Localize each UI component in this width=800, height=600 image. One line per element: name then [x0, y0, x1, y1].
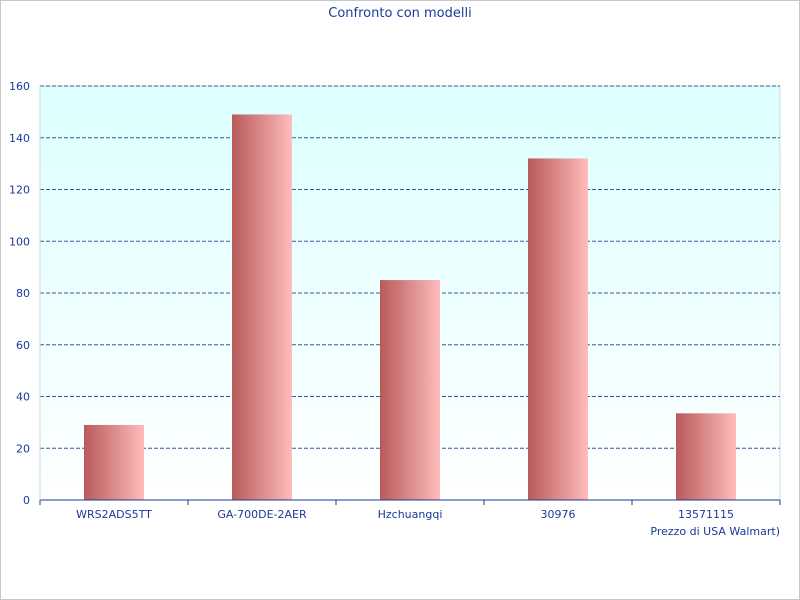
y-tick-label: 120: [9, 184, 30, 197]
y-tick-label: 160: [9, 80, 30, 93]
y-tick-label: 80: [16, 287, 30, 300]
y-tick-label: 140: [9, 132, 30, 145]
bar-ga-700de-2aer: [232, 114, 292, 501]
bar-13571115: [676, 413, 736, 500]
bar-30976: [528, 158, 588, 500]
bar-wrs2ads5tt: [84, 424, 144, 500]
x-axis-ticks: WRS2ADS5TT GA-700DE-2AER Hzchuangqi 30976 13…: [39, 500, 781, 521]
x-axis-label: Prezzo di USA Walmart): [650, 525, 780, 538]
x-tick-label: Hzchuangqi: [378, 508, 443, 521]
x-tick-label: 30976: [541, 508, 576, 521]
x-tick-label: 13571115: [678, 508, 734, 521]
y-tick-label: 0: [23, 494, 30, 507]
y-tick-label: 20: [16, 442, 30, 455]
y-tick-label: 100: [9, 235, 30, 248]
x-tick-label: WRS2ADS5TT: [76, 508, 152, 521]
chart-title: Confronto con modelli: [328, 6, 471, 21]
bar-hzchuangqi: [380, 280, 440, 500]
y-axis-ticks: 0 20 40 60 80 100 120 140 160: [9, 80, 30, 507]
x-tick-label: GA-700DE-2AER: [217, 508, 307, 521]
bars: [84, 114, 736, 501]
y-tick-label: 60: [16, 339, 30, 352]
y-tick-label: 40: [16, 391, 30, 404]
